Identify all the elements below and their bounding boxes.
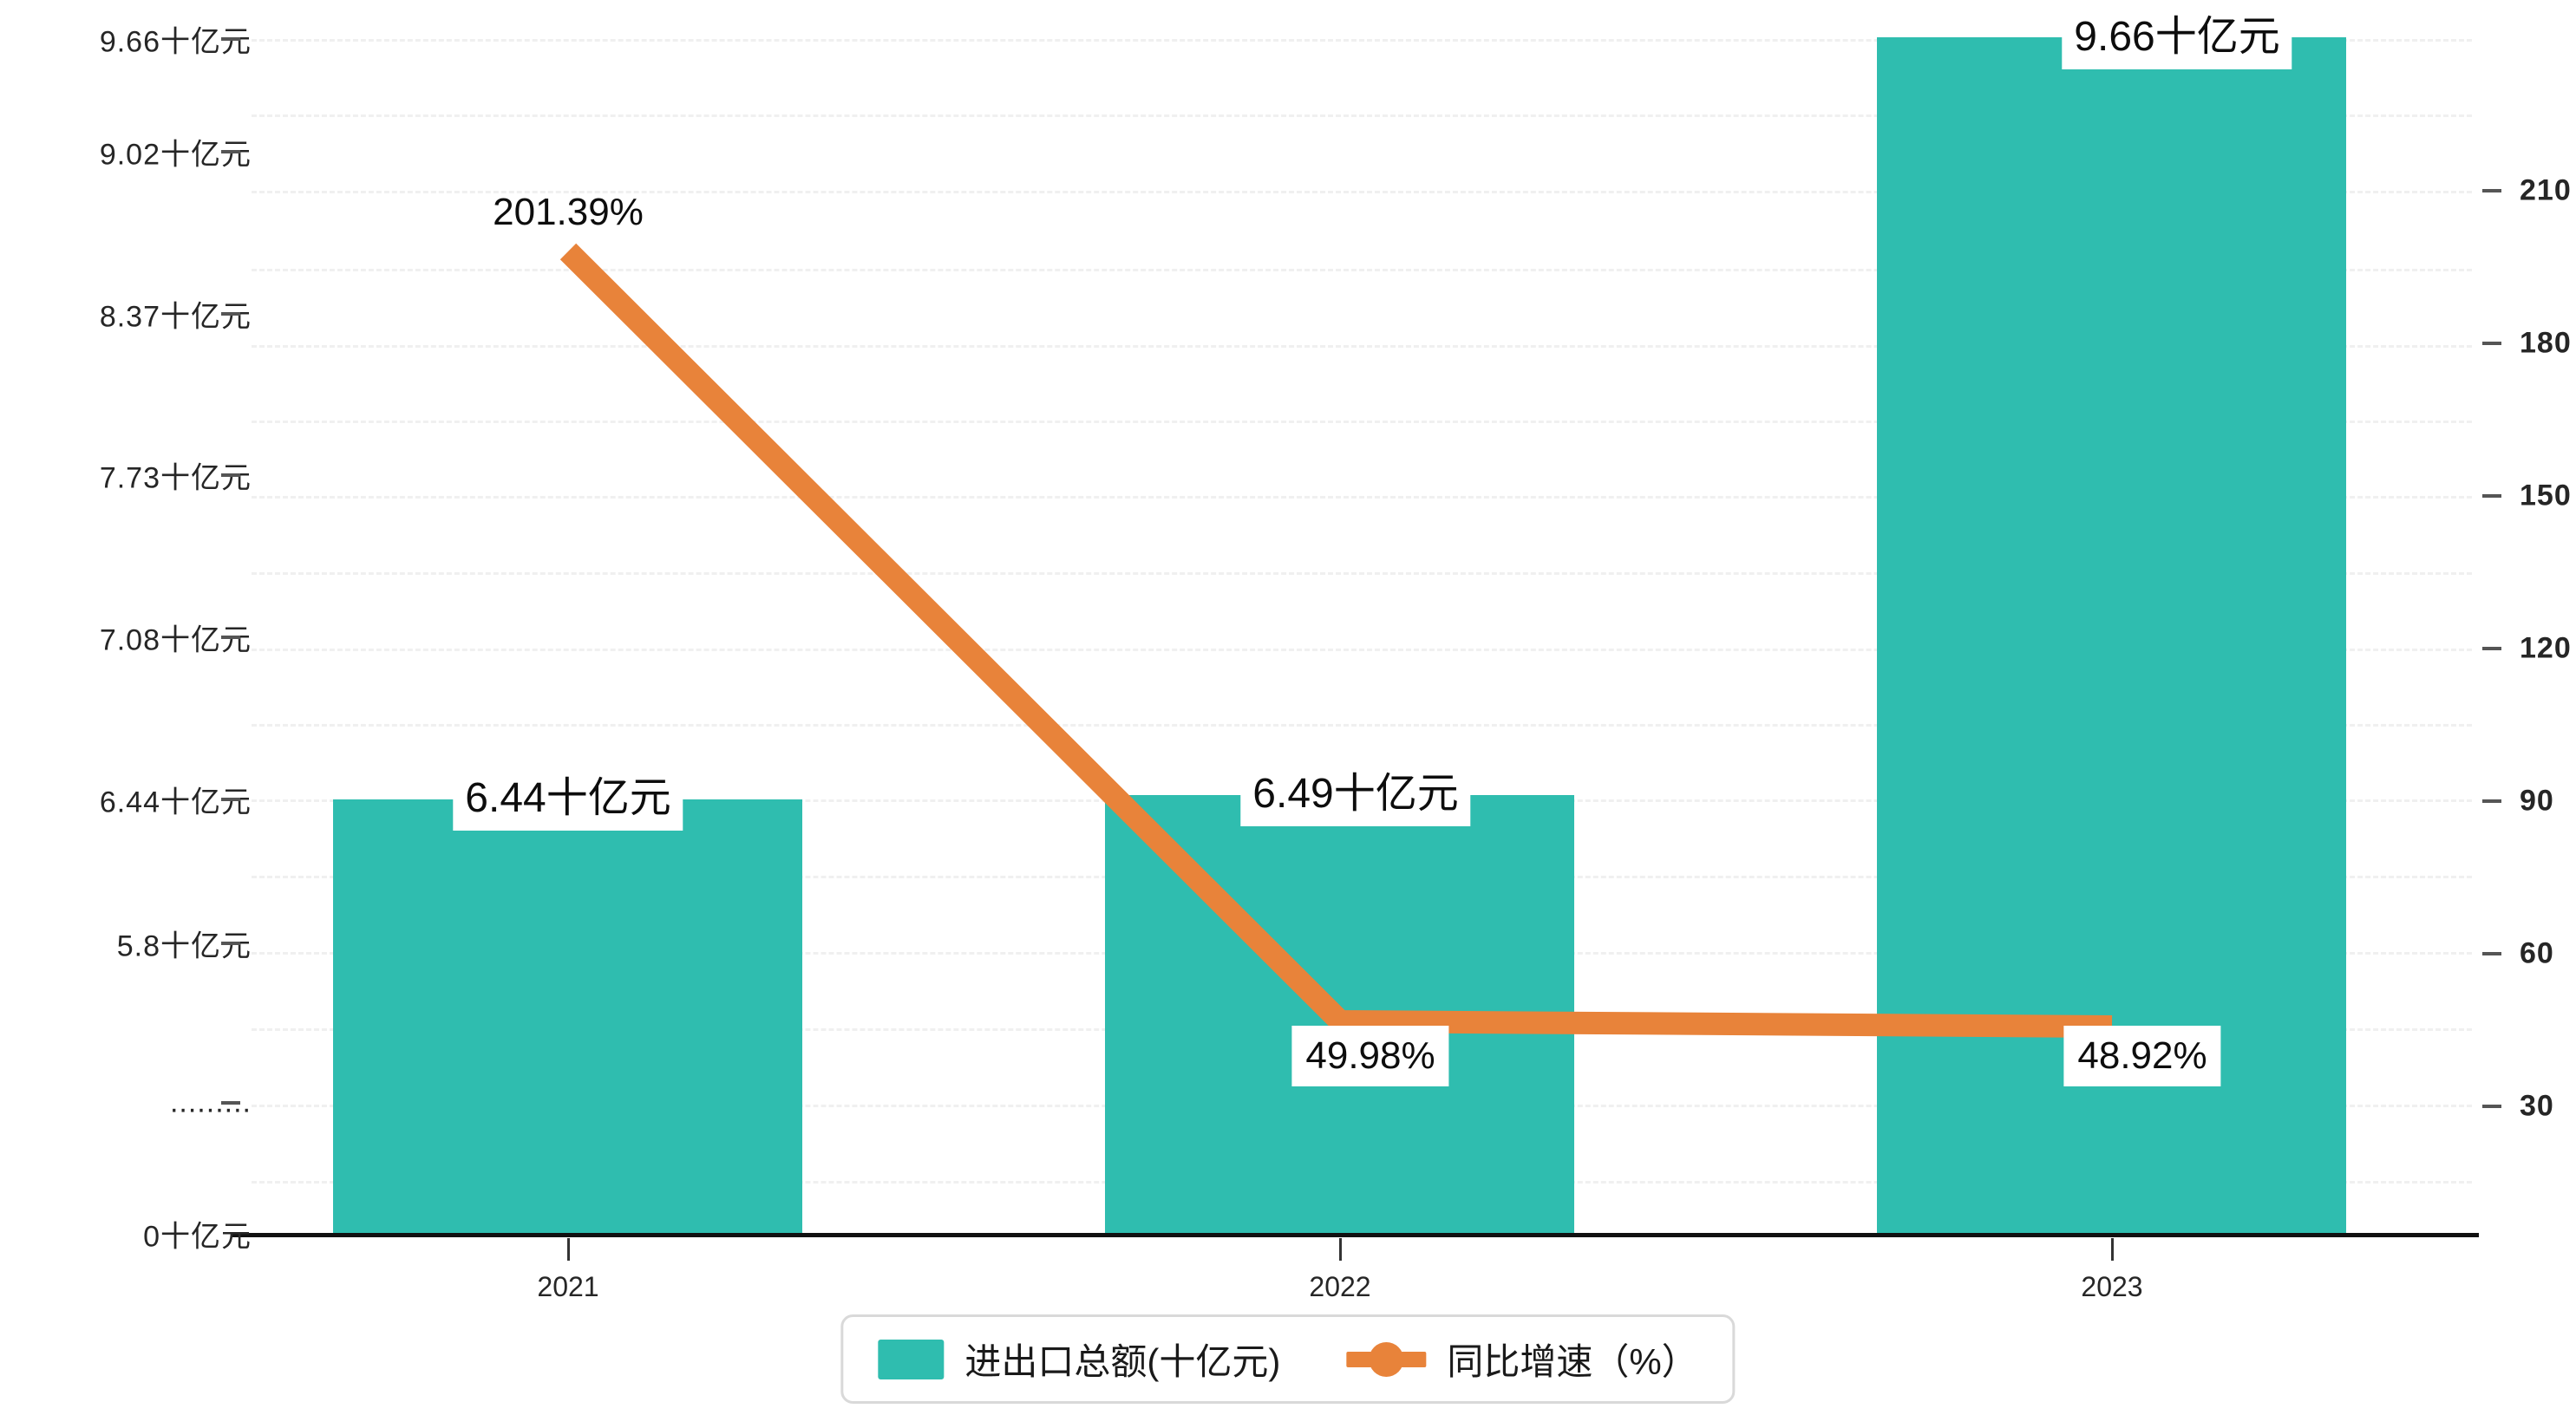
y-axis-right-label: 120 [2520, 631, 2572, 665]
y-axis-left-tick [221, 37, 240, 41]
bar-label-2023: 9.66十亿元 [2062, 0, 2292, 69]
x-axis-label-2021: 2021 [537, 1271, 599, 1302]
y-axis-right-tick [2482, 1105, 2501, 1108]
gridline [252, 39, 2472, 42]
y-axis-left-label: 5.8十亿元 [116, 929, 252, 963]
y-axis-left-label: 9.66十亿元 [99, 25, 252, 59]
y-axis-left-label: 6.44十亿元 [99, 786, 252, 819]
y-axis-left-label: 8.37十亿元 [99, 300, 252, 334]
legend-item-import-export-total[interactable]: 进出口总额(十亿元) [878, 1333, 1280, 1386]
y-axis-left-tick [221, 636, 240, 639]
bar-2022[interactable] [1105, 795, 1574, 1234]
legend-item-growth-rate[interactable]: 同比增速（%） [1346, 1333, 1698, 1386]
y-axis-left-tick [221, 942, 240, 945]
y-axis-right-label: 90 [2520, 784, 2554, 818]
y-axis-right-label: 60 [2520, 936, 2554, 970]
gridline [252, 114, 2472, 117]
y-axis-left-tick [221, 312, 240, 316]
legend-bar-swatch-icon [878, 1339, 945, 1379]
gridline [252, 191, 2472, 193]
bar-2021[interactable] [333, 799, 802, 1234]
x-axis-line [232, 1233, 2479, 1237]
y-axis-right-tick [2482, 647, 2501, 650]
y-axis-right-tick [2482, 952, 2501, 955]
y-axis-right-label: 150 [2520, 479, 2572, 512]
y-axis-left-label: 7.08十亿元 [99, 623, 252, 657]
x-axis-label-2022: 2022 [1309, 1271, 1371, 1302]
y-axis-left-tick [221, 1101, 240, 1105]
y-axis-left-tick [221, 798, 240, 801]
x-axis-label-2023: 2023 [2081, 1271, 2143, 1302]
y-axis-left-tick [221, 150, 240, 153]
y-axis-left-label: 7.73十亿元 [99, 461, 252, 495]
y-axis-left-label: 9.02十亿元 [99, 138, 252, 172]
y-axis-left-tick [221, 473, 240, 477]
legend-label-growth-rate: 同比增速（%） [1447, 1341, 1698, 1382]
y-axis-right-label: 210 [2520, 173, 2572, 207]
y-axis-right-tick [2482, 494, 2501, 498]
x-axis-tick [1339, 1238, 1342, 1261]
y-axis-right-label: 180 [2520, 326, 2572, 360]
legend-label-import-export-total: 进出口总额(十亿元) [964, 1341, 1281, 1382]
bar-label-2022: 6.49十亿元 [1240, 757, 1471, 826]
line-label-2023: 48.92% [2063, 1026, 2221, 1086]
legend-line-dot-swatch-icon [1346, 1351, 1427, 1367]
bar-label-2021: 6.44十亿元 [453, 761, 683, 831]
y-axis-right-tick [2482, 799, 2501, 803]
x-axis-tick [2111, 1238, 2114, 1261]
y-axis-right-label: 30 [2520, 1089, 2554, 1123]
line-label-2022: 49.98% [1291, 1026, 1449, 1086]
line-label-2021: 201.39% [493, 191, 644, 233]
y-axis-left-label: 0十亿元 [143, 1220, 252, 1254]
chart-legend: 进出口总额(十亿元) 同比增速（%） [840, 1314, 1736, 1404]
y-axis-right-tick [2482, 189, 2501, 192]
x-axis-tick [567, 1238, 570, 1261]
y-axis-right-tick [2482, 342, 2501, 345]
